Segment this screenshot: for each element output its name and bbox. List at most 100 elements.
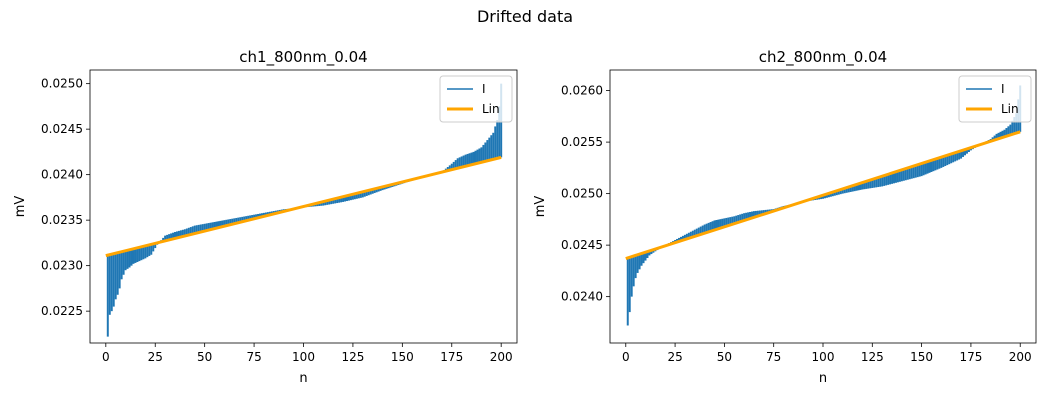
x-tick-label: 0	[622, 350, 630, 364]
bar-n-173	[446, 167, 449, 171]
bar-n-44	[191, 226, 194, 235]
bar-n-63	[749, 211, 752, 219]
bar-n-77	[257, 213, 260, 218]
bar-n-30	[683, 234, 686, 240]
bar-n-136	[373, 188, 376, 194]
chart-panel-2: 0 25 50 75 100 125 150 175 200 0.0240 0.0245 0.0250…	[533, 48, 1037, 386]
bar-n-67	[237, 217, 240, 223]
bar-n-39	[701, 225, 704, 234]
bar-n-116	[334, 198, 337, 204]
series-I-bars	[626, 85, 1022, 326]
series-I-bars	[106, 83, 503, 337]
bar-n-139	[898, 170, 901, 182]
bar-n-183	[466, 153, 469, 166]
bar-n-58	[219, 220, 222, 228]
bar-n-65	[752, 211, 755, 218]
legend-label-Lin: Lin	[1001, 102, 1019, 116]
bar-n-72	[766, 209, 769, 213]
bar-n-124	[869, 179, 872, 189]
bar-n-152	[924, 162, 927, 175]
bar-n-121	[863, 181, 866, 190]
bar-n-60	[743, 213, 746, 221]
chart-panel-1: 0 25 50 75 100 125 150 175 200 0.0225 0.0230 0.0235…	[13, 48, 518, 386]
y-tick-label: 0.0250	[561, 187, 603, 201]
bar-n-68	[239, 217, 242, 223]
bar-n-155	[930, 160, 933, 172]
bar-n-154	[928, 160, 931, 173]
bar-n-173	[965, 148, 968, 154]
bar-n-82	[266, 212, 269, 216]
chart-title: ch1_800nm_0.04	[239, 48, 367, 67]
bar-n-148	[916, 164, 919, 178]
bar-n-33	[689, 231, 692, 238]
bar-n-105	[831, 192, 834, 197]
bar-n-120	[342, 196, 345, 202]
bar-n-118	[857, 183, 860, 191]
bar-n-59	[741, 213, 744, 222]
bar-n-8	[640, 253, 643, 266]
bar-n-193	[1005, 128, 1008, 137]
bar-n-125	[351, 194, 354, 200]
bar-n-43	[189, 227, 192, 235]
bar-n-41	[185, 228, 188, 236]
bar-n-121	[344, 196, 347, 202]
bar-n-70	[762, 210, 765, 215]
bar-n-37	[697, 227, 700, 236]
bar-n-126	[873, 178, 876, 188]
bar-n-99	[820, 195, 823, 200]
bar-n-156	[932, 159, 935, 172]
x-tick-label: 125	[341, 350, 364, 364]
bar-n-23	[150, 244, 153, 255]
bar-n-186	[472, 151, 475, 165]
bar-n-199	[498, 106, 501, 158]
bar-n-141	[902, 169, 905, 181]
x-tick-label: 50	[717, 350, 732, 364]
bar-n-107	[835, 190, 838, 196]
legend-label-I: I	[1001, 82, 1005, 96]
bar-n-170	[960, 150, 963, 159]
bar-n-4	[112, 253, 115, 307]
bar-n-44	[711, 221, 714, 231]
bar-n-145	[910, 166, 913, 179]
bar-n-130	[881, 176, 884, 187]
bar-n-59	[221, 220, 224, 227]
bar-n-132	[885, 174, 888, 186]
bar-n-197	[1013, 117, 1016, 134]
bar-n-132	[365, 190, 368, 196]
bar-n-9	[122, 251, 125, 275]
bar-n-147	[914, 165, 917, 178]
bar-n-131	[883, 175, 886, 186]
bar-n-55	[733, 216, 736, 224]
bar-n-137	[375, 188, 378, 193]
bar-n-38	[179, 230, 182, 237]
bar-n-62	[747, 212, 750, 220]
bar-n-178	[456, 158, 459, 169]
bar-n-64	[751, 211, 753, 218]
bar-n-108	[318, 202, 321, 206]
bar-n-191	[482, 144, 485, 162]
bar-n-37	[177, 230, 180, 238]
x-tick-label: 25	[148, 350, 163, 364]
bar-n-171	[962, 150, 965, 157]
y-tick-label: 0.0230	[41, 259, 83, 273]
bar-n-114	[849, 186, 852, 192]
bar-n-22	[148, 244, 151, 256]
bar-n-102	[825, 193, 828, 198]
bar-n-119	[859, 183, 862, 190]
legend-box	[958, 75, 1032, 123]
x-tick-label: 150	[391, 350, 414, 364]
x-tick-label: 75	[246, 350, 261, 364]
bar-n-192	[484, 142, 487, 162]
bar-n-142	[904, 168, 907, 181]
bar-n-158	[936, 158, 939, 170]
bar-n-193	[486, 140, 489, 161]
bar-n-52	[207, 223, 210, 231]
bar-n-57	[737, 215, 740, 223]
bar-n-52	[727, 217, 730, 226]
bar-n-51	[205, 223, 208, 231]
bar-n-112	[326, 200, 329, 205]
bar-n-195	[490, 135, 493, 160]
bar-n-179	[458, 157, 461, 168]
bar-n-189	[478, 148, 481, 163]
